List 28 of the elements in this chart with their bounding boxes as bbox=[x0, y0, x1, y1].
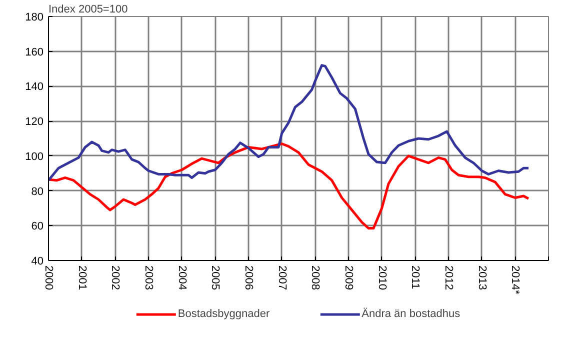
x-tick-label: 2009 bbox=[342, 266, 354, 290]
x-tick-label: 2013 bbox=[476, 266, 488, 290]
x-tick-label: 2003 bbox=[142, 266, 154, 290]
x-tick-label: 2000 bbox=[42, 266, 54, 290]
y-tick-label: 100 bbox=[25, 150, 44, 163]
y-tick-label: 80 bbox=[31, 186, 44, 198]
y-tick-label: 180 bbox=[25, 12, 44, 24]
y-axis-title: Index 2005=100 bbox=[48, 4, 128, 16]
x-tick-label: 2002 bbox=[109, 266, 122, 290]
x-tick-label: 2006 bbox=[242, 266, 254, 290]
line-series bbox=[48, 64, 530, 182]
x-tick-label: 2008 bbox=[309, 266, 322, 290]
legend-label: Ändra än bostadhus bbox=[362, 308, 460, 320]
x-tick-label: 2007 bbox=[276, 266, 288, 290]
y-tick-label: 120 bbox=[25, 116, 44, 128]
x-tick-label: 2012 bbox=[442, 266, 454, 290]
x-tick-label: 2014* bbox=[509, 266, 522, 295]
y-tick-label: 140 bbox=[25, 81, 44, 94]
line-series bbox=[48, 142, 530, 230]
y-tick-label: 160 bbox=[25, 46, 44, 58]
x-tick-label: 2011 bbox=[409, 266, 422, 290]
x-tick-label: 2010 bbox=[376, 266, 388, 290]
x-tick-label: 2005 bbox=[209, 266, 222, 290]
x-tick-label: 2004 bbox=[176, 266, 188, 290]
y-tick-label: 60 bbox=[31, 220, 44, 233]
y-tick-label: 40 bbox=[31, 256, 44, 268]
legend-label: Bostadsbyggnader bbox=[178, 308, 270, 320]
x-tick-label: 2001 bbox=[76, 266, 88, 290]
